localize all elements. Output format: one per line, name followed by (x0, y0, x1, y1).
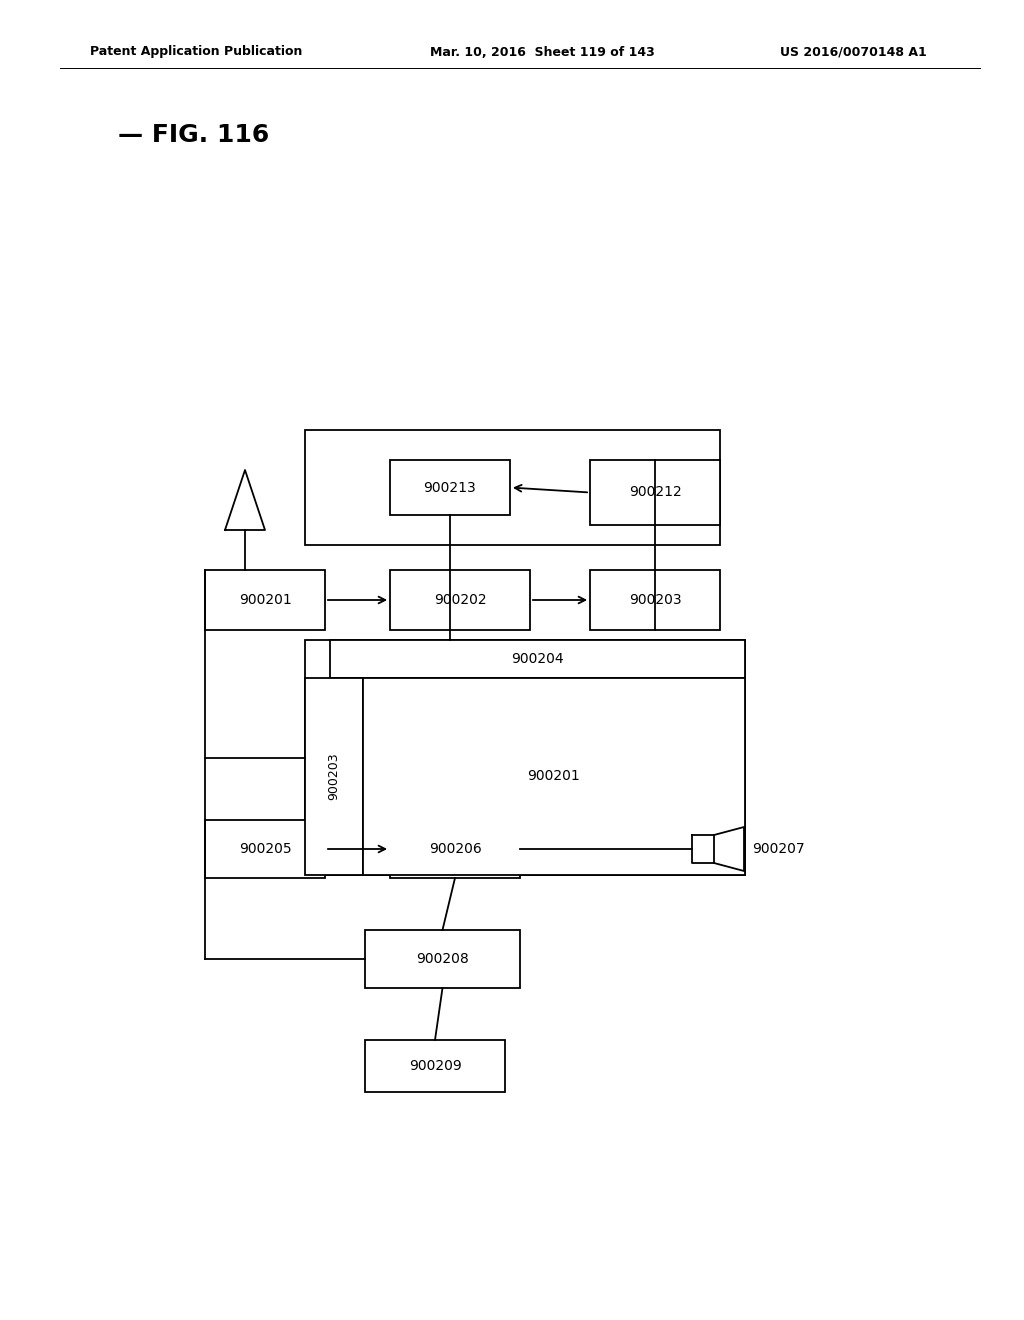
Text: US 2016/0070148 A1: US 2016/0070148 A1 (780, 45, 927, 58)
Text: 900208: 900208 (416, 952, 469, 966)
Bar (305, 640, 745, 875)
Text: 900206: 900206 (429, 842, 481, 855)
Bar (330, 640, 745, 678)
Text: 900203: 900203 (328, 752, 341, 800)
Bar (305, 678, 362, 875)
Bar (390, 459, 510, 515)
Bar (305, 430, 720, 545)
Text: Patent Application Publication: Patent Application Publication (90, 45, 302, 58)
Text: 900207: 900207 (752, 842, 805, 855)
Text: 900209: 900209 (409, 1059, 462, 1073)
Text: 900204: 900204 (511, 652, 564, 667)
Text: 900201: 900201 (239, 593, 292, 607)
Bar (205, 820, 325, 878)
Text: 900205: 900205 (239, 842, 291, 855)
Bar (590, 459, 720, 525)
Bar (390, 570, 530, 630)
Bar (365, 931, 520, 987)
Text: 900213: 900213 (424, 480, 476, 495)
Text: 900203: 900203 (629, 593, 681, 607)
Bar (365, 1040, 505, 1092)
Bar (590, 570, 720, 630)
Bar (205, 570, 325, 630)
Text: Mar. 10, 2016  Sheet 119 of 143: Mar. 10, 2016 Sheet 119 of 143 (430, 45, 654, 58)
Bar (390, 820, 520, 878)
Text: 900202: 900202 (434, 593, 486, 607)
Text: 900201: 900201 (527, 770, 581, 784)
Text: — FIG. 116: — FIG. 116 (118, 123, 269, 147)
Text: 900212: 900212 (629, 486, 681, 499)
Bar (362, 678, 745, 875)
